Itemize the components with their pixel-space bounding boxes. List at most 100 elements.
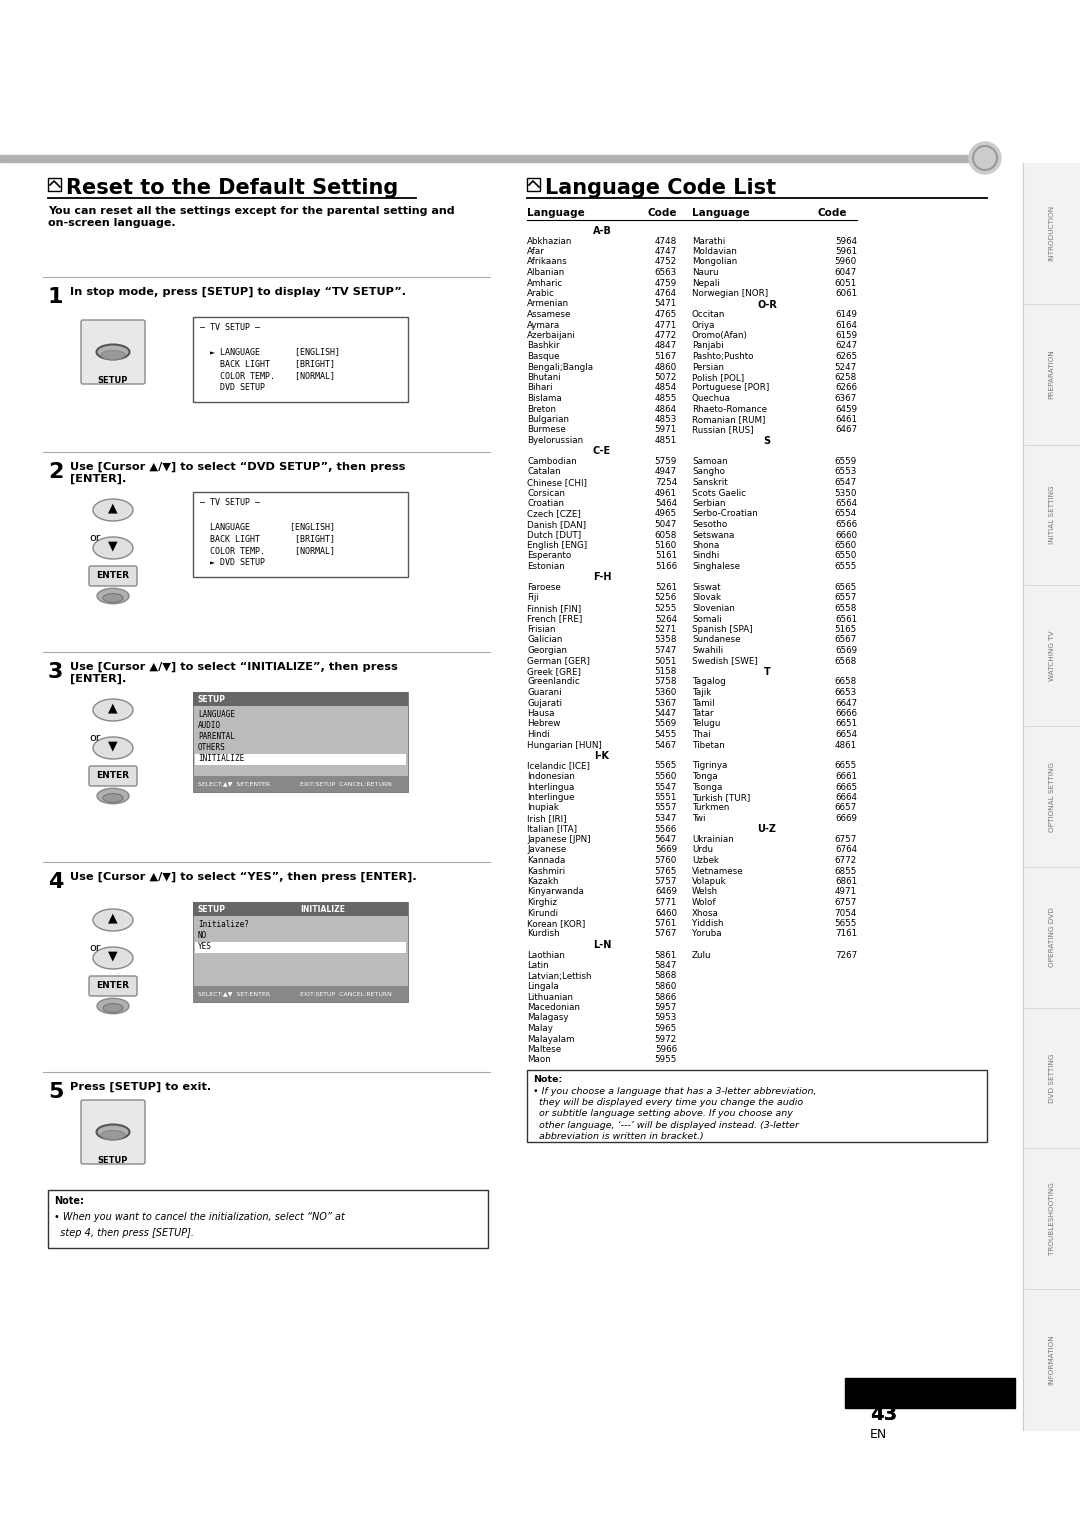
FancyBboxPatch shape [81,1100,145,1164]
Text: Polish [POL]: Polish [POL] [692,373,744,382]
Text: Lithuanian: Lithuanian [527,993,573,1001]
Text: T: T [764,668,770,677]
Text: 6051: 6051 [835,278,858,287]
Bar [0,154,985,162]
Text: Serbo-Croatian: Serbo-Croatian [692,509,758,518]
Text: • If you choose a language that has a 3-letter abbreviation,: • If you choose a language that has a 3-… [534,1086,816,1096]
Text: Vietnamese: Vietnamese [692,866,744,876]
Ellipse shape [102,1131,125,1140]
Text: 5866: 5866 [654,993,677,1001]
Text: 5767: 5767 [654,929,677,938]
Text: 6647: 6647 [835,698,858,707]
Text: Burmese: Burmese [527,425,566,434]
Text: Tamil: Tamil [692,698,715,707]
Text: 5771: 5771 [654,898,677,908]
Ellipse shape [93,500,133,521]
Text: EN: EN [870,1429,888,1441]
Text: 4747: 4747 [654,248,677,257]
Ellipse shape [96,1125,130,1140]
Text: 5647: 5647 [654,834,677,843]
Text: Slovenian: Slovenian [692,604,734,613]
Text: 6461: 6461 [835,416,858,423]
Text: 6061: 6061 [835,289,858,298]
Text: ENTER: ENTER [96,772,130,781]
Text: Kinyarwanda: Kinyarwanda [527,888,584,897]
Text: ENTER: ENTER [96,571,130,581]
Text: Serbian: Serbian [692,500,726,507]
Text: Romanian [RUM]: Romanian [RUM] [692,416,766,423]
Text: 6655: 6655 [835,761,858,770]
Bar [193,902,408,915]
Text: Wolof: Wolof [692,898,716,908]
Text: 6258: 6258 [835,373,858,382]
Text: 6460: 6460 [654,909,677,917]
Text: 6149: 6149 [835,310,858,319]
Ellipse shape [103,793,123,802]
Text: 5455: 5455 [654,730,677,740]
Text: Javanese: Javanese [527,845,566,854]
Text: 6560: 6560 [835,541,858,550]
Ellipse shape [93,536,133,559]
Text: 5358: 5358 [654,636,677,645]
Text: 5971: 5971 [654,425,677,434]
Text: Code: Code [648,208,677,219]
Text: Chinese [CHI]: Chinese [CHI] [527,478,588,487]
Text: Fiji: Fiji [527,593,539,602]
Text: INITIALIZE: INITIALIZE [300,905,345,914]
Text: 6658: 6658 [835,677,858,686]
Text: 5471: 5471 [654,299,677,309]
Text: DVD SETUP: DVD SETUP [200,384,265,393]
Text: Swahili: Swahili [692,646,724,656]
Text: Use [Cursor ▲/▼] to select “INITIALIZE”, then press
[ENTER].: Use [Cursor ▲/▼] to select “INITIALIZE”,… [70,662,397,685]
Text: Telugu: Telugu [692,720,720,729]
Text: 5350: 5350 [835,489,858,498]
Text: In stop mode, press [SETUP] to display “TV SETUP”.: In stop mode, press [SETUP] to display “… [70,287,406,298]
Text: Cambodian: Cambodian [527,457,577,466]
Text: F-H: F-H [593,573,611,582]
Text: Malayalam: Malayalam [527,1034,575,1044]
Ellipse shape [93,736,133,759]
Text: Ukrainian: Ukrainian [692,834,733,843]
Text: Interlingua: Interlingua [527,782,575,792]
Text: 4772: 4772 [654,332,677,341]
Text: 5966: 5966 [654,1045,677,1054]
Text: Hindi: Hindi [527,730,550,740]
Text: 5264: 5264 [654,614,677,623]
Bar [195,941,406,953]
Text: Occitan: Occitan [692,310,726,319]
Text: 4864: 4864 [654,405,677,414]
Ellipse shape [103,593,123,602]
Text: Zulu: Zulu [692,950,712,960]
Text: BACK LIGHT     [BRIGHT]: BACK LIGHT [BRIGHT] [200,359,335,368]
Text: Esperanto: Esperanto [527,552,571,561]
Text: Abkhazian: Abkhazian [527,237,572,246]
Text: 7161: 7161 [835,929,858,938]
Text: OPTIONAL SETTING: OPTIONAL SETTING [1049,761,1054,831]
Text: ▼: ▼ [108,539,118,553]
Text: SELECT:▲▼  SET:ENTER: SELECT:▲▼ SET:ENTER [198,992,270,996]
Text: 4847: 4847 [654,341,677,350]
Text: Inupiak: Inupiak [527,804,558,813]
Text: Persian: Persian [692,362,724,371]
Text: 6159: 6159 [835,332,858,341]
Text: Greek [GRE]: Greek [GRE] [527,668,581,675]
Text: 6469: 6469 [654,888,677,897]
Text: L-N: L-N [593,940,611,950]
Text: INTRODUCTION: INTRODUCTION [1049,205,1054,261]
Text: DVD SETTING: DVD SETTING [1049,1053,1054,1103]
Text: EXIT:SETUP  CANCEL:RETURN: EXIT:SETUP CANCEL:RETURN [300,992,392,996]
Text: Swedish [SWE]: Swedish [SWE] [692,657,758,666]
FancyBboxPatch shape [81,319,145,384]
Bar [527,177,540,191]
Text: Bhutani: Bhutani [527,373,561,382]
Text: 5166: 5166 [654,562,677,571]
Text: 6651: 6651 [835,720,858,729]
Text: Mongolian: Mongolian [692,258,738,266]
Text: 4748: 4748 [654,237,677,246]
Text: 4752: 4752 [654,258,677,266]
Text: C-E: C-E [593,446,611,457]
Text: 5861: 5861 [654,950,677,960]
Text: Thai: Thai [692,730,711,740]
Text: Czech [CZE]: Czech [CZE] [527,509,581,518]
Text: 5467: 5467 [654,741,677,750]
